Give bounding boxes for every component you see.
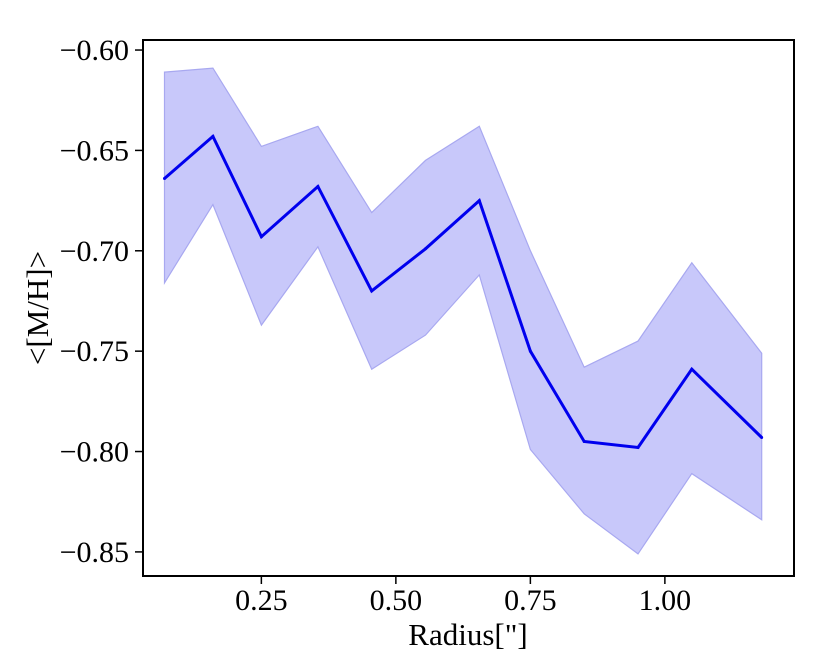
y-tick-label: −0.80 [60,436,129,469]
y-tick-label: −0.60 [60,34,129,67]
data-point [316,185,320,188]
data-point [163,177,166,180]
x-tick-label: 0.50 [370,584,423,617]
y-tick-label: −0.70 [60,235,129,268]
data-point [259,235,263,239]
data-point [211,134,215,138]
data-point [760,436,764,439]
data-point [636,446,640,449]
plot-frame [142,39,795,577]
data-point [582,440,586,443]
data-point [370,289,374,293]
y-tick-label: −0.65 [60,134,129,167]
x-tick-label: 0.25 [235,584,288,617]
data-point [424,247,427,251]
series-line-layer [163,133,764,450]
x-axis-label: Radius["] [408,617,527,652]
uncertainty-band [163,67,763,555]
series-line [163,133,763,450]
data-point [690,367,694,371]
x-tick-label: 1.00 [639,584,692,617]
uncertainty-band-layer [163,67,763,555]
x-axis-ticks: 0.25 0.50 0.75 1.00 [235,576,691,617]
y-tick-label: −0.75 [60,335,129,368]
y-axis-label: <[M/H]> [20,251,55,365]
y-tick-label: −0.85 [60,536,129,569]
y-axis-ticks: −0.60 −0.65 −0.70 −0.75 −0.80 −0.85 [60,34,143,569]
data-point [477,199,481,203]
x-tick-label: 0.75 [504,584,557,617]
data-point [528,349,532,353]
